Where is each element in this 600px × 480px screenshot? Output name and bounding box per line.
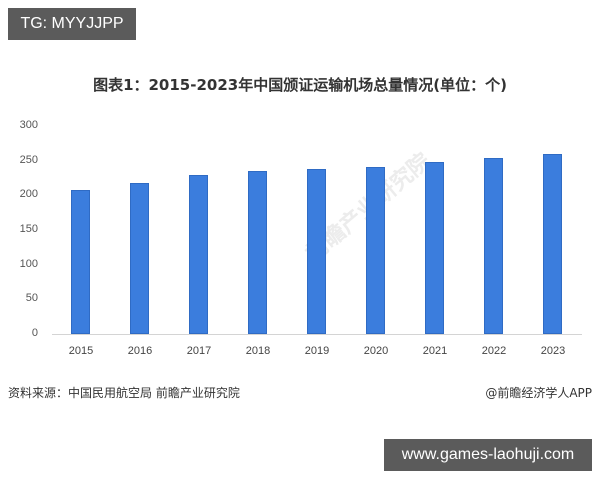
bar-2017	[189, 175, 208, 334]
bar-2021	[425, 162, 444, 334]
bar-2023	[543, 154, 562, 334]
x-tick-label: 2022	[481, 345, 507, 357]
bar-2018	[248, 171, 267, 334]
bar-2019	[307, 168, 326, 334]
y-tick-label: 0	[31, 327, 38, 339]
credit-note: @前瞻经济学人APP	[485, 386, 592, 400]
x-tick-label: 2015	[68, 345, 94, 357]
top-badge: TG: MYYJJPP	[8, 8, 136, 40]
y-tick-label: 300	[19, 119, 38, 131]
bottom-badge: www.games-laohuji.com	[384, 439, 592, 471]
bar-2022	[484, 157, 503, 334]
y-tick-label: 200	[19, 188, 38, 201]
x-axis-line	[52, 334, 582, 335]
x-tick-label: 2019	[304, 345, 330, 357]
x-tick-label: 2023	[540, 345, 566, 357]
bar-2016	[130, 182, 149, 334]
y-tick-label: 50	[25, 292, 38, 305]
chart-title: 图表1：2015-2023年中国颁证运输机场总量情况(单位：个)	[93, 76, 507, 94]
y-tick-label: 150	[19, 223, 38, 235]
x-tick-label: 2016	[127, 345, 153, 357]
x-tick-label: 2020	[363, 345, 389, 357]
x-tick-label: 2021	[422, 345, 448, 357]
y-tick-label: 250	[19, 153, 38, 166]
y-tick-label: 100	[19, 257, 38, 270]
x-tick-label: 2018	[245, 345, 271, 357]
bar-2015	[71, 190, 90, 334]
bar-2020	[366, 166, 385, 334]
source-note: 资料来源：中国民用航空局 前瞻产业研究院	[8, 386, 240, 400]
x-tick-label: 2017	[186, 345, 212, 357]
